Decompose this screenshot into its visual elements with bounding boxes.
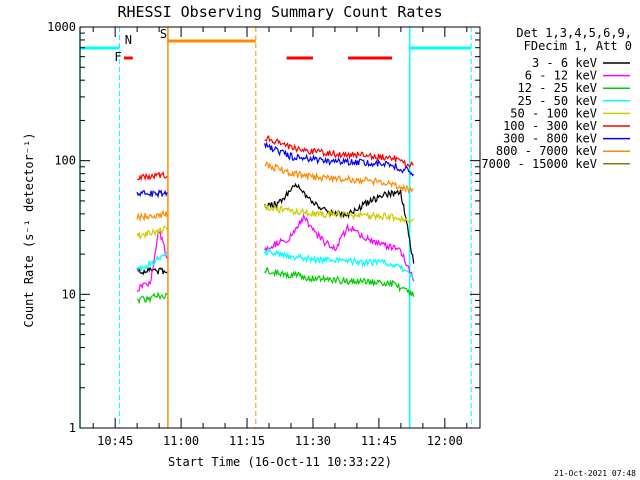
legend-label-3: 12 - 25 keV [518,81,597,95]
series-2-segment-1 [136,230,168,293]
y-axis-label: Count Rate (s⁻¹ detector⁻¹) [22,132,36,327]
legend-label-1: 3 - 6 keV [532,56,597,70]
legend-header-line-2: FDecim 1, Att 0 [524,39,632,53]
y-tick-label-0: 1 [69,421,76,435]
series-3-segment-1 [136,291,168,305]
legend-header-line-1: Det 1,3,4,5,6,9, [516,26,632,40]
legend-label-7: 300 - 800 keV [503,132,597,146]
series-6-segment-2 [264,134,414,169]
plot-area: FN S [79,27,472,428]
series-8-segment-2 [264,161,414,194]
x-tick-label-4: 11:45 [361,434,397,448]
axes: 1 10 100 1000 10:45 11:00 11:15 11:30 11:45 12:00 [47,20,481,448]
legend-label-6: 100 - 300 keV [503,119,597,133]
series-4-segment-1 [136,250,168,272]
chart-title: RHESSI Observing Summary Count Rates [117,3,442,21]
flag-label-s: S [160,27,167,41]
series-5-segment-1 [136,225,168,241]
series-4-segment-2 [264,246,414,279]
series-3-segment-2 [264,267,415,297]
series-2-segment-2 [264,213,415,282]
legend-label-8: 800 - 7000 keV [496,144,597,158]
y-tick-label-3: 1000 [47,20,76,34]
plot-frame [79,26,481,429]
y-tick-label-1: 10 [62,287,76,301]
legend-label-5: 50 - 100 keV [510,106,597,120]
x-tick-label-5: 12:00 [427,434,463,448]
legend-label-9: 7000 - 15000 keV [481,157,597,171]
footer-stamp: 21-Oct-2021 07:48 [554,469,636,478]
legend-label-4: 25 - 50 keV [518,94,597,108]
series-7-segment-1 [136,189,168,199]
series-6-segment-1 [136,170,168,182]
x-tick-label-0: 10:45 [97,434,133,448]
series-8-segment-1 [136,209,168,222]
series-7-segment-2 [264,141,415,177]
series-1-segment-2 [264,182,415,264]
x-tick-label-2: 11:15 [229,434,265,448]
x-axis-label: Start Time (16-Oct-11 10:33:22) [168,455,392,469]
legend-label-2: 6 - 12 keV [525,69,597,83]
flag-label-n: N [125,33,132,47]
flag-label-f: F [114,50,121,64]
x-tick-label-1: 11:00 [163,434,199,448]
y-tick-label-2: 100 [54,154,76,168]
series-5-segment-2 [264,203,415,225]
x-tick-label-3: 11:30 [295,434,331,448]
